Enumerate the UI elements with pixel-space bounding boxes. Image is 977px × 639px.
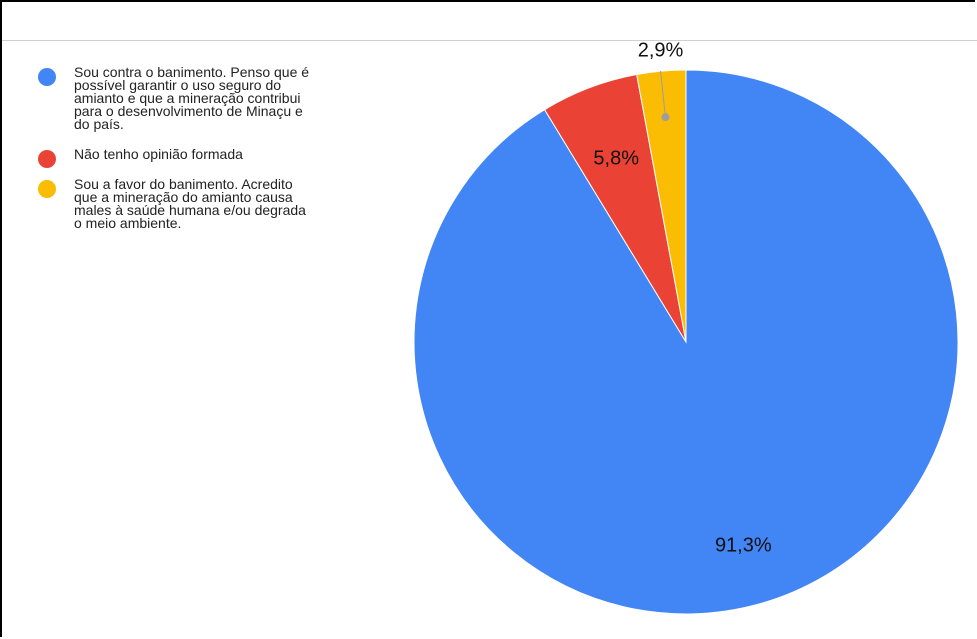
legend-label-line: Sou contra o banimento. Penso que é — [74, 64, 310, 80]
legend-label-line: Sou a favor do banimento. Acredito — [74, 176, 293, 192]
pie-slice-2[interactable] — [636, 69, 687, 343]
legend-item-favor-ban: Sou a favor do banimento. Acredito que a… — [38, 176, 348, 231]
chart-legend: Sou contra o banimento. Penso que é poss… — [38, 64, 348, 247]
legend-item-no-opinion: Não tenho opinião formada — [38, 146, 348, 168]
legend-swatch-yellow — [38, 180, 56, 198]
legend-label-line: para o desenvolvimento de Minaçu e — [74, 103, 303, 119]
top-divider — [2, 40, 977, 41]
legend-label-line: Não tenho opinião formada — [74, 146, 243, 162]
legend-label-line: males à saúde humana e/ou degrada — [74, 202, 306, 218]
legend-swatch-blue — [38, 68, 56, 86]
slice-value-label-2: 2,9% — [638, 39, 684, 61]
legend-label-line: que a mineração do amianto causa — [74, 189, 293, 205]
legend-item-against-ban: Sou contra o banimento. Penso que é poss… — [38, 64, 348, 132]
legend-swatch-red — [38, 150, 56, 168]
slice-value-label-0: 91,3% — [715, 535, 772, 557]
legend-label-line: do país. — [74, 116, 124, 132]
legend-label-line: possível garantir o uso seguro do — [74, 77, 282, 93]
legend-label-line: amianto e que a mineração contribui — [74, 90, 301, 106]
slice-value-label-1: 5,8% — [593, 147, 639, 169]
legend-label-line: o meio ambiente. — [74, 215, 182, 231]
callout-line-2 — [660, 70, 666, 118]
